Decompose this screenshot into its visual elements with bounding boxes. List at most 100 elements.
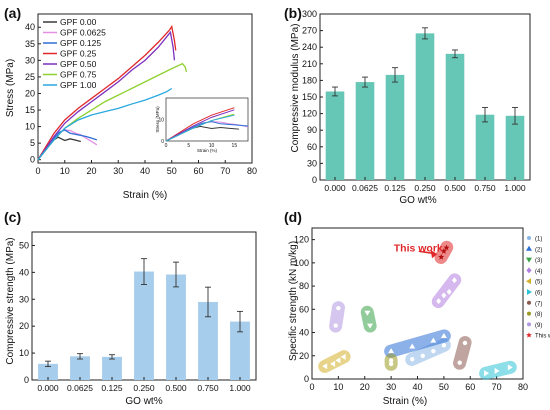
y-tick-label: 270 bbox=[302, 26, 317, 36]
panel-d: (d) Specific strength (kN m/kg) Strain (… bbox=[284, 209, 550, 407]
x-tick-label: 0 bbox=[309, 382, 314, 392]
panel-b-xlabel: GO wt% bbox=[399, 195, 436, 206]
panel-b: (b) Compressive modulus (MPa) GO wt% 0 30… bbox=[284, 5, 531, 206]
legend-entry: (4) bbox=[535, 269, 542, 275]
y-tick-label: 20 bbox=[299, 351, 309, 361]
y-tick-label: 0 bbox=[304, 374, 309, 384]
x-tick-label: 0.125 bbox=[384, 183, 406, 193]
legend-marker bbox=[527, 236, 531, 240]
group-shade bbox=[405, 338, 451, 366]
series-line bbox=[37, 24, 177, 161]
y-tick-label: 20 bbox=[25, 88, 35, 98]
x-tick-label: 70 bbox=[492, 382, 502, 392]
x-tick-label: 0.750 bbox=[197, 383, 219, 393]
panel-b-label: (b) bbox=[284, 5, 302, 21]
group-shade bbox=[360, 305, 377, 333]
data-point bbox=[388, 361, 394, 367]
bar bbox=[230, 321, 250, 380]
legend-marker bbox=[526, 332, 532, 338]
series-line bbox=[37, 87, 173, 161]
legend-entry: (7) bbox=[535, 301, 542, 307]
bar bbox=[415, 33, 435, 180]
y-tick-label: 0 bbox=[24, 375, 29, 385]
y-tick-label: 5 bbox=[30, 138, 35, 148]
inset-xlabel: Strain (%) bbox=[197, 148, 218, 153]
y-tick-label: 30 bbox=[307, 158, 317, 168]
data-point bbox=[446, 288, 452, 295]
y-tick-label: 30 bbox=[19, 294, 29, 304]
y-tick-label: 10 bbox=[19, 348, 29, 358]
data-point bbox=[462, 340, 468, 346]
legend-marker bbox=[527, 322, 531, 327]
data-point bbox=[420, 353, 425, 358]
x-tick-label: 60 bbox=[465, 382, 475, 392]
data-point bbox=[388, 348, 395, 354]
bar bbox=[166, 274, 186, 380]
legend-entry: This work bbox=[535, 334, 550, 340]
y-tick-label: 15 bbox=[25, 105, 35, 115]
legend-entry: (3) bbox=[535, 258, 542, 264]
y-tick-label: 240 bbox=[302, 42, 317, 52]
inset-ylabel: Stress (MPa) bbox=[155, 106, 160, 133]
legend-marker bbox=[527, 289, 532, 295]
legend-marker bbox=[526, 257, 532, 263]
y-tick-label: 30 bbox=[25, 55, 35, 65]
y-tick-label: 40 bbox=[25, 22, 35, 32]
data-point bbox=[333, 323, 338, 328]
legend-marker bbox=[526, 245, 532, 251]
legend-entry: (6) bbox=[535, 291, 542, 297]
y-tick-label: 60 bbox=[299, 304, 309, 314]
inset-x-tick-label: 5 bbox=[187, 143, 190, 149]
panel-a-label: (a) bbox=[4, 5, 21, 21]
panel-a-ylabel: Stress (MPa) bbox=[5, 59, 16, 117]
legend-entry: GPF 0.75 bbox=[60, 70, 97, 80]
x-tick-label: 50 bbox=[439, 382, 449, 392]
x-tick-label: 0.750 bbox=[474, 183, 496, 193]
annotation-arrowhead bbox=[430, 250, 438, 259]
x-tick-label: 20 bbox=[86, 166, 96, 176]
x-tick-label: 1.000 bbox=[504, 183, 526, 193]
y-tick-label: 210 bbox=[302, 59, 317, 69]
data-point bbox=[364, 310, 371, 316]
legend-marker bbox=[527, 311, 531, 316]
data-point bbox=[409, 343, 416, 349]
x-tick-label: 40 bbox=[412, 382, 422, 392]
y-tick-label: 40 bbox=[299, 328, 309, 338]
y-tick-label: 150 bbox=[302, 92, 317, 102]
y-tick-label: 0 bbox=[312, 175, 317, 185]
panel-c: (c) Compressive strength (MPa) GO wt% 0 1… bbox=[4, 209, 257, 407]
y-tick-label: 10 bbox=[25, 122, 35, 132]
y-tick-label: 35 bbox=[25, 39, 35, 49]
y-tick-label: 90 bbox=[307, 125, 317, 135]
x-tick-label: 0.000 bbox=[324, 183, 346, 193]
y-tick-label: 300 bbox=[302, 9, 317, 19]
data-point bbox=[507, 364, 513, 371]
y-tick-label: 25 bbox=[25, 72, 35, 82]
panel-b-ylabel: Compressive modulus (MPa) bbox=[290, 24, 301, 153]
x-tick-label: 80 bbox=[247, 166, 257, 176]
data-point bbox=[441, 292, 447, 299]
y-tick-label: 100 bbox=[294, 258, 309, 268]
panel-d-xlabel: Strain (%) bbox=[383, 396, 427, 407]
y-tick-label: 80 bbox=[299, 281, 309, 291]
inset-series-line bbox=[165, 109, 235, 142]
data-point bbox=[388, 358, 394, 363]
bar bbox=[325, 91, 345, 180]
data-point bbox=[410, 357, 415, 362]
x-tick-label: 0 bbox=[35, 166, 40, 176]
panel-a-xlabel: Strain (%) bbox=[123, 190, 167, 201]
data-point bbox=[440, 333, 447, 339]
inset-y-tick-label: 10 bbox=[158, 118, 164, 124]
this-work-annotation: This work bbox=[394, 243, 443, 255]
legend-entry: (9) bbox=[535, 323, 542, 329]
panel-c-ylabel: Compressive strength (MPa) bbox=[5, 237, 16, 364]
data-point bbox=[335, 357, 341, 364]
legend-entry: GPF 0.00 bbox=[60, 17, 97, 27]
data-point bbox=[441, 343, 447, 348]
panel-a: (a) Stress (MPa) Strain (%) 0 10 20 30 40 50 6… bbox=[4, 5, 257, 201]
group-shade bbox=[384, 329, 451, 358]
data-point bbox=[340, 353, 346, 360]
data-point bbox=[494, 367, 500, 374]
inset-series-line bbox=[165, 114, 235, 142]
x-tick-label: 70 bbox=[220, 166, 230, 176]
